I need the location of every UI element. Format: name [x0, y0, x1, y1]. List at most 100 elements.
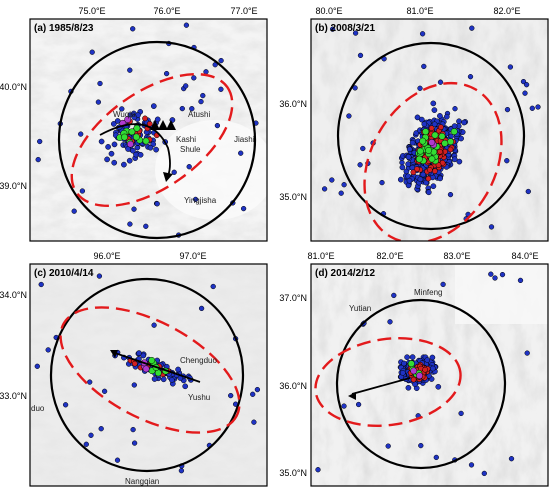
panel-d: Minfeng Yutian (d) 2014/2/12 81.0°E 82.0… [279, 251, 549, 487]
epicenter-dot-blue [131, 382, 137, 388]
epicenter-dot-blue [108, 150, 115, 157]
epicenter-dot-blue [405, 182, 412, 189]
x-tick-label: 82.0°E [376, 251, 403, 261]
epicenter-dot-red [425, 175, 432, 182]
epicenter-dot-blue [447, 191, 454, 198]
epicenter-dot-blue [127, 221, 133, 227]
epicenter-dot-blue [431, 107, 438, 113]
map-frame [29, 263, 268, 487]
aftershock-ellipse [314, 337, 462, 427]
epicenter-dot-blue [71, 208, 77, 214]
x-tick-label: 75.0°E [78, 6, 105, 16]
epicenter-dot-red [426, 167, 433, 173]
epicenter-dot-blue [430, 183, 437, 190]
epicenter-dot-green [121, 133, 128, 141]
epicenter-dot-blue [95, 99, 102, 105]
epicenter-cluster [315, 271, 530, 477]
x-tick-label: 96.0°E [93, 251, 120, 261]
epicenter-dot-blue [147, 144, 154, 151]
epicenter-dot-blue [254, 386, 261, 393]
map-frame [29, 18, 268, 242]
epicenter-dot-blue [250, 391, 256, 397]
place-label: Kashi [176, 135, 196, 144]
epicenter-dot-blue [183, 83, 189, 89]
epicenter-dot-blue [97, 80, 103, 87]
epicenter-dot-blue [251, 419, 257, 425]
epicenter-dot-blue [352, 30, 359, 36]
epicenter-dot-blue [404, 354, 410, 361]
epicenter-dot-red [410, 376, 417, 383]
epicenter-dot-blue [338, 190, 344, 196]
epicenter-dot-blue [481, 470, 487, 477]
epicenter-dot-blue [440, 281, 446, 288]
reference-circle [49, 277, 245, 473]
epicenter-dot-blue [78, 131, 84, 137]
epicenter-dot-blue [210, 283, 216, 290]
epicenter-dot-red [422, 366, 428, 373]
epicenter-dot-magenta [126, 140, 134, 148]
y-tick-label: 37.0°N [279, 293, 307, 303]
epicenter-dot-blue [451, 156, 458, 163]
epicenter-dot-blue [62, 402, 69, 408]
epicenter-dot-blue [409, 354, 416, 360]
epicenter-dot-blue [405, 384, 412, 391]
epicenter-dot-blue [238, 150, 244, 156]
panel-b: (b) 2008/3/21 80.0°E 81.0°E 82.0°E 36.0°… [279, 6, 549, 242]
epicenter-dot-red [428, 125, 435, 132]
epicenter-dot-blue [418, 442, 424, 449]
epicenter-dot-blue [321, 186, 328, 192]
epicenter-dot-red [438, 124, 444, 130]
epicenter-dot-blue [151, 322, 157, 328]
fault-trace [351, 377, 411, 395]
epicenter-dot-blue [437, 113, 443, 119]
epicenter-dot-blue [507, 64, 514, 70]
epicenter-dot-blue [492, 275, 498, 281]
place-label: Jiashi [234, 135, 255, 144]
epicenter-dot-blue [315, 467, 321, 473]
epicenter-dot-blue [329, 177, 335, 183]
station-triangle-icon [166, 120, 176, 130]
epicenter-dot-blue [346, 113, 352, 119]
epicenter-dot-green [422, 128, 430, 136]
epicenter-dot-red [435, 162, 442, 168]
epicenter-dot-green [431, 131, 439, 139]
epicenter-dot-red [131, 360, 138, 367]
aftershock-ellipse [59, 306, 241, 434]
epicenter-dot-blue [182, 383, 189, 390]
epicenter-dot-red [410, 169, 417, 176]
epicenter-dot-blue [456, 158, 463, 165]
epicenter-dot-blue [508, 456, 515, 462]
fault-trace [111, 351, 201, 383]
x-tick-label: 77.0°E [230, 6, 257, 16]
epicenter-dot-blue [520, 78, 527, 85]
epicenter-dot-blue [104, 156, 110, 163]
place-label: Chengduo [180, 356, 217, 365]
station-triangle-icon [150, 120, 160, 130]
epicenter-dot-blue [341, 182, 347, 188]
epicenter-dot-blue [443, 113, 450, 120]
epicenter-cluster [321, 25, 541, 230]
map-frame [310, 18, 549, 242]
epicenter-dot-blue [198, 305, 205, 312]
place-label: Yingjisha [184, 196, 217, 205]
epicenter-dot-green [438, 132, 446, 140]
epicenter-dot-blue [111, 159, 118, 166]
epicenter-dot-blue [101, 388, 108, 394]
epicenter-dot-blue [424, 357, 431, 363]
y-tick-label: 35.0°N [279, 192, 307, 202]
epicenter-dot-green [132, 133, 140, 141]
epicenter-dot-magenta [142, 365, 150, 373]
place-label: Nangqian [125, 477, 159, 486]
x-tick-label: 76.0°E [153, 6, 180, 16]
epicenter-dot-blue [451, 123, 458, 129]
epicenter-dot-blue [437, 175, 444, 182]
place-label: Minfeng [414, 288, 442, 297]
epicenter-dot-blue [355, 401, 362, 408]
epicenter-dot-blue [96, 273, 103, 279]
epicenter-dot-blue [437, 79, 444, 85]
epicenter-dot-blue [425, 189, 432, 196]
epicenter-dot-blue [203, 69, 209, 75]
epicenter-dot-blue [121, 161, 127, 168]
epicenter-dot-blue [228, 392, 234, 399]
